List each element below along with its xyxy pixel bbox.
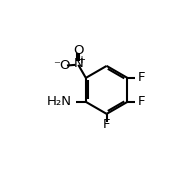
Text: F: F xyxy=(138,95,145,108)
Text: F: F xyxy=(103,118,110,131)
Text: F: F xyxy=(138,71,145,84)
Text: +: + xyxy=(77,55,85,65)
Text: O: O xyxy=(73,44,84,57)
Text: ⁻O: ⁻O xyxy=(53,59,70,72)
Text: H₂N: H₂N xyxy=(46,95,71,108)
Text: N: N xyxy=(73,57,83,70)
